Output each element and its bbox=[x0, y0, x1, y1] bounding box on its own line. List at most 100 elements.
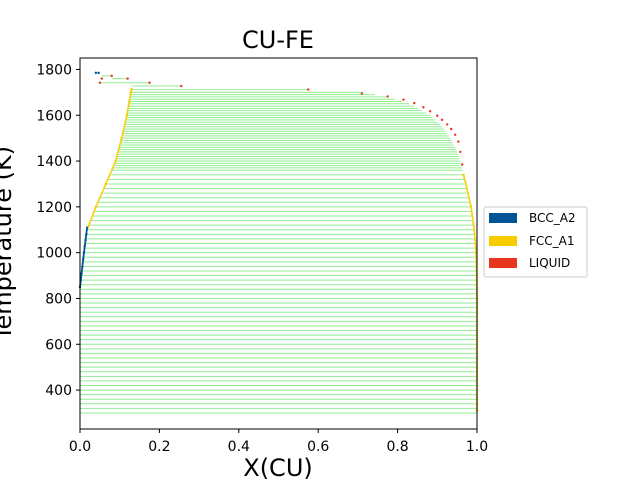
boundary-point-fcc-a1 bbox=[130, 90, 133, 93]
data-point-liquid bbox=[126, 77, 129, 80]
boundary-point-fcc-a1 bbox=[467, 193, 470, 196]
boundary-point-fcc-a1 bbox=[120, 136, 123, 139]
boundary-point-fcc-a1 bbox=[103, 186, 106, 189]
y-tick-label: 1400 bbox=[36, 154, 72, 170]
data-point-liquid bbox=[449, 127, 453, 131]
boundary-point-fcc-a1 bbox=[87, 224, 90, 227]
boundary-point-fcc-a1 bbox=[471, 215, 474, 218]
boundary-point-fcc-a1 bbox=[470, 211, 473, 214]
boundary-point-fcc-a1 bbox=[466, 187, 469, 190]
boundary-point-fcc-a1 bbox=[123, 125, 126, 128]
legend-swatch-fcc bbox=[489, 236, 517, 246]
boundary-point-fcc-a1 bbox=[129, 96, 132, 99]
boundary-point-fcc-a1 bbox=[127, 105, 130, 108]
boundary-point-fcc-a1 bbox=[473, 228, 476, 231]
boundary-point-fcc-a1 bbox=[122, 127, 125, 130]
y-tick-label: 1000 bbox=[36, 246, 72, 262]
data-point-liquid bbox=[440, 118, 444, 122]
boundary-point-fcc-a1 bbox=[107, 177, 110, 180]
boundary-point-fcc-a1 bbox=[473, 230, 476, 233]
tie-lines bbox=[80, 72, 477, 414]
boundary-point-fcc-a1 bbox=[90, 217, 93, 220]
boundary-point-fcc-a1 bbox=[126, 112, 129, 115]
boundary-point-fcc-a1 bbox=[473, 233, 476, 236]
data-point-bcc-a2 bbox=[97, 71, 100, 75]
data-point-liquid bbox=[461, 163, 464, 166]
boundary-point-fcc-a1 bbox=[124, 120, 127, 123]
boundary-point-fcc-a1 bbox=[468, 200, 471, 203]
boundary-point-fcc-a1 bbox=[130, 89, 133, 92]
boundary-point-bcc-a2 bbox=[86, 226, 89, 229]
y-tick-label: 600 bbox=[45, 337, 72, 353]
boundary-point-fcc-a1 bbox=[93, 208, 96, 211]
data-point-liquid bbox=[413, 101, 416, 105]
data-point-liquid bbox=[110, 74, 113, 78]
boundary-point-fcc-a1 bbox=[468, 197, 471, 200]
boundary-point-fcc-a1 bbox=[474, 239, 477, 242]
data-point-liquid bbox=[422, 106, 425, 109]
boundary-point-fcc-a1 bbox=[127, 101, 130, 104]
y-axis-label: Temperature (K) bbox=[0, 146, 17, 341]
boundary-point-fcc-a1 bbox=[104, 184, 107, 187]
boundary-point-fcc-a1 bbox=[116, 151, 119, 154]
boundary-point-fcc-a1 bbox=[114, 160, 117, 163]
boundary-point-fcc-a1 bbox=[128, 98, 131, 101]
boundary-point-fcc-a1 bbox=[127, 107, 130, 110]
boundary-point-fcc-a1 bbox=[99, 195, 102, 198]
boundary-point-fcc-a1 bbox=[89, 220, 92, 223]
phase-boundary-points bbox=[78, 71, 479, 412]
boundary-point-fcc-a1 bbox=[466, 189, 469, 192]
boundary-point-fcc-a1 bbox=[474, 242, 477, 245]
boundary-point-fcc-a1 bbox=[118, 144, 121, 147]
boundary-point-fcc-a1 bbox=[471, 213, 474, 216]
boundary-point-fcc-a1 bbox=[101, 191, 104, 194]
boundary-point-fcc-a1 bbox=[96, 202, 99, 205]
x-axis-ticks: 0.0 0.2 0.4 0.6 0.8 1.0 bbox=[69, 429, 488, 455]
data-point-liquid bbox=[148, 81, 151, 84]
boundary-point-fcc-a1 bbox=[473, 235, 476, 238]
boundary-point-fcc-a1 bbox=[89, 219, 92, 222]
boundary-point-fcc-a1 bbox=[101, 189, 104, 192]
chart-title: CU-FE bbox=[242, 26, 314, 54]
boundary-point-fcc-a1 bbox=[102, 187, 105, 190]
boundary-point-fcc-a1 bbox=[120, 138, 123, 141]
boundary-point-fcc-a1 bbox=[116, 155, 119, 158]
boundary-point-fcc-a1 bbox=[117, 149, 120, 152]
boundary-point-fcc-a1 bbox=[473, 237, 476, 240]
boundary-point-fcc-a1 bbox=[464, 182, 467, 185]
x-tick-label: 0.2 bbox=[148, 439, 170, 455]
boundary-point-fcc-a1 bbox=[115, 158, 118, 161]
boundary-point-fcc-a1 bbox=[97, 198, 100, 201]
boundary-point-fcc-a1 bbox=[467, 195, 470, 198]
boundary-point-fcc-a1 bbox=[125, 116, 128, 119]
legend-label-liquid: LIQUID bbox=[529, 256, 570, 270]
boundary-point-fcc-a1 bbox=[463, 178, 466, 181]
boundary-point-fcc-a1 bbox=[121, 134, 124, 137]
boundary-point-fcc-a1 bbox=[100, 193, 103, 196]
data-point-liquid bbox=[98, 81, 102, 84]
boundary-point-fcc-a1 bbox=[470, 208, 473, 211]
x-axis-label: X(CU) bbox=[243, 454, 313, 480]
data-point-liquid bbox=[386, 95, 389, 98]
boundary-point-fcc-a1 bbox=[129, 94, 132, 97]
boundary-point-fcc-a1 bbox=[108, 173, 111, 176]
boundary-point-fcc-a1 bbox=[94, 206, 97, 209]
boundary-point-fcc-a1 bbox=[469, 204, 472, 207]
data-point-liquid bbox=[307, 88, 310, 91]
boundary-point-fcc-a1 bbox=[468, 198, 471, 201]
x-tick-label: 0.4 bbox=[228, 439, 250, 455]
boundary-point-fcc-a1 bbox=[473, 231, 476, 234]
data-point-liquid bbox=[457, 140, 460, 143]
boundary-point-fcc-a1 bbox=[470, 209, 473, 212]
boundary-point-fcc-a1 bbox=[122, 129, 125, 132]
boundary-point-fcc-a1 bbox=[129, 92, 132, 95]
boundary-point-fcc-a1 bbox=[113, 162, 116, 165]
boundary-point-fcc-a1 bbox=[93, 209, 96, 212]
boundary-point-fcc-a1 bbox=[474, 248, 477, 251]
boundary-point-fcc-a1 bbox=[466, 191, 469, 194]
boundary-point-fcc-a1 bbox=[106, 178, 109, 181]
x-tick-label: 0.6 bbox=[307, 439, 329, 455]
boundary-point-fcc-a1 bbox=[465, 184, 468, 187]
boundary-point-fcc-a1 bbox=[128, 100, 131, 103]
